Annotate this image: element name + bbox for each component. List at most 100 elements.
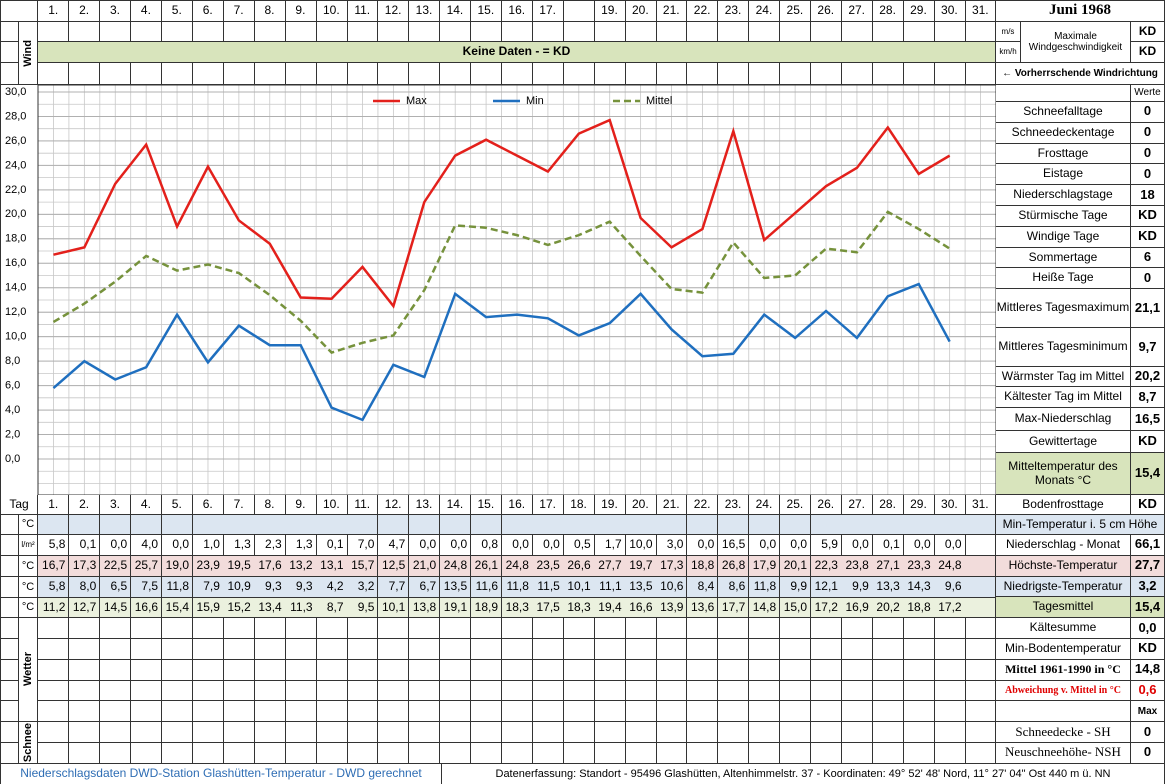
empty-cell	[408, 515, 441, 535]
snow-cell	[965, 722, 997, 743]
weather-cell	[532, 701, 564, 722]
stat-label: Schneefalltage	[996, 102, 1131, 123]
value-cell: 7,9	[192, 577, 224, 598]
day-header: 22.	[686, 1, 719, 22]
snow-cell	[130, 722, 163, 743]
day-number: 9.	[285, 495, 317, 515]
snow-cell	[377, 743, 410, 764]
value-cell: 11,6	[470, 577, 503, 598]
summary-value: 0,0	[1131, 618, 1165, 639]
value-cell: 16,6	[130, 598, 163, 618]
y-tick-label: 14,0	[5, 282, 26, 294]
weather-cell	[161, 660, 193, 681]
summary-value: KD	[1131, 639, 1165, 660]
day-number: 30.	[934, 495, 966, 515]
chart: 0,0 2,0 4,0 6,0 8,0 10,0 12,0 14,0 16,0 18,0 20,0 2…	[5, 85, 996, 495]
wind-cell	[810, 63, 842, 85]
weather-cell	[285, 618, 317, 639]
empty-cell	[810, 515, 842, 535]
empty-cell	[903, 515, 935, 535]
value-cell: 10,9	[223, 577, 255, 598]
empty-cell	[532, 515, 564, 535]
value-cell: 27,7	[594, 556, 626, 577]
y-tick-label: 10,0	[5, 331, 26, 343]
weather-cell	[779, 660, 812, 681]
empty-cell	[285, 515, 317, 535]
weather-cell	[439, 660, 472, 681]
weather-cell	[408, 660, 441, 681]
wind-cell	[841, 63, 873, 85]
day-header: 20.	[625, 1, 657, 22]
day-header: 31.	[965, 1, 997, 22]
empty-cell	[686, 515, 719, 535]
legend-label: Min	[526, 95, 544, 107]
wind-cell	[532, 22, 564, 42]
weather-cell	[810, 681, 842, 701]
value-cell: 7,0	[347, 535, 379, 556]
y-tick-label: 20,0	[5, 208, 26, 220]
empty-cell	[563, 515, 595, 535]
weather-cell	[934, 618, 966, 639]
value-cell: 16,6	[625, 598, 657, 618]
snow-cell	[532, 743, 564, 764]
value-cell: 22,5	[99, 556, 132, 577]
empty-cell	[347, 515, 379, 535]
day-number: 6.	[192, 495, 224, 515]
wind-cell	[934, 63, 966, 85]
left-cell	[1, 22, 19, 42]
day-number: 16.	[501, 495, 533, 515]
wind-cell	[38, 63, 70, 85]
left-cell	[1, 639, 19, 660]
stat-value: 18	[1131, 185, 1165, 206]
snow-cell	[748, 722, 781, 743]
snow-cell	[748, 743, 781, 764]
wind-cell	[841, 22, 873, 42]
day-number: 10.	[316, 495, 348, 515]
day-number: 14.	[439, 495, 472, 515]
snow-cell	[717, 743, 750, 764]
value-cell: 18,3	[501, 598, 533, 618]
wind-cell	[717, 63, 750, 85]
value-cell: 0,0	[501, 535, 533, 556]
summary-label: Schneedecke - SH	[996, 722, 1131, 743]
weather-cell	[316, 660, 348, 681]
snow-cell	[316, 743, 348, 764]
value-cell: 16,7	[38, 556, 70, 577]
weather-cell	[501, 681, 533, 701]
day-header: 25.	[779, 1, 812, 22]
stat-value: 0	[1131, 102, 1165, 123]
weather-cell	[347, 681, 379, 701]
day-header: 10.	[316, 1, 348, 22]
weather-cell	[686, 639, 719, 660]
wind-cell	[285, 22, 317, 42]
day-number: 12.	[377, 495, 410, 515]
weather-cell	[625, 660, 657, 681]
value-cell: 3,2	[347, 577, 379, 598]
snow-cell	[501, 743, 533, 764]
empty-cell	[38, 515, 70, 535]
snow-cell	[594, 722, 626, 743]
day-number: 8.	[254, 495, 286, 515]
wind-cell	[68, 63, 101, 85]
weather-cell	[594, 701, 626, 722]
snow-cell	[439, 743, 472, 764]
snow-cell	[810, 743, 842, 764]
weather-cell	[68, 681, 101, 701]
day-header: 2.	[68, 1, 101, 22]
day-number: 11.	[347, 495, 379, 515]
value-cell: 0,0	[408, 535, 441, 556]
wind-cell	[254, 63, 286, 85]
snow-cell	[717, 722, 750, 743]
snow-cell	[38, 743, 70, 764]
value-cell: 0,0	[161, 535, 193, 556]
y-tick-label: 0,0	[5, 453, 20, 465]
stat-label: Windige Tage	[996, 226, 1131, 248]
day-header: 9.	[285, 1, 317, 22]
day-header: 23.	[717, 1, 750, 22]
snow-cell	[563, 722, 595, 743]
weather-cell	[223, 660, 255, 681]
snow-cell	[903, 722, 935, 743]
snow-cell	[625, 722, 657, 743]
weather-cell	[161, 618, 193, 639]
weather-cell	[501, 639, 533, 660]
